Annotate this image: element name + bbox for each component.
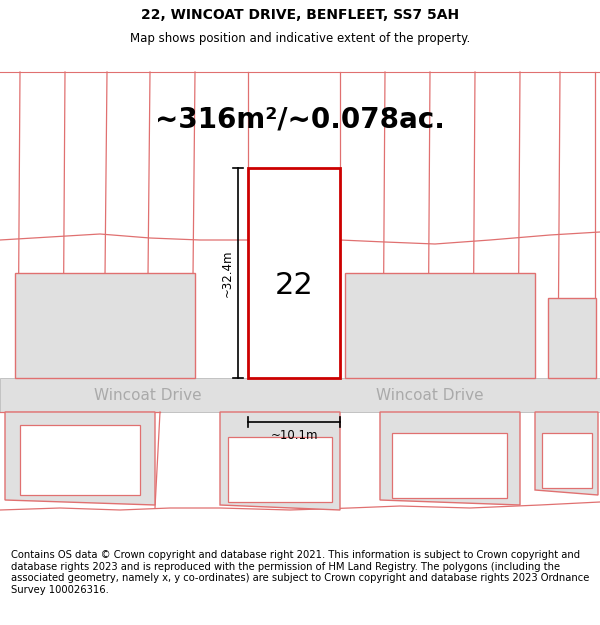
Bar — [548, 298, 596, 378]
Bar — [542, 433, 592, 488]
Polygon shape — [5, 412, 155, 505]
Text: Wincoat Drive: Wincoat Drive — [94, 388, 202, 402]
Text: Wincoat Drive: Wincoat Drive — [376, 388, 484, 402]
Text: Map shows position and indicative extent of the property.: Map shows position and indicative extent… — [130, 32, 470, 45]
Text: ~32.4m: ~32.4m — [221, 249, 234, 297]
Text: 22, WINCOAT DRIVE, BENFLEET, SS7 5AH: 22, WINCOAT DRIVE, BENFLEET, SS7 5AH — [141, 8, 459, 22]
Text: ~316m²/~0.078ac.: ~316m²/~0.078ac. — [155, 106, 445, 134]
Bar — [345, 273, 535, 378]
Text: 22: 22 — [275, 271, 313, 300]
Bar — [0, 378, 600, 412]
Bar — [228, 437, 332, 502]
Text: Contains OS data © Crown copyright and database right 2021. This information is : Contains OS data © Crown copyright and d… — [11, 550, 589, 595]
Bar — [15, 273, 195, 378]
Bar — [392, 433, 507, 498]
Polygon shape — [535, 412, 598, 495]
Bar — [20, 425, 140, 495]
Bar — [248, 168, 340, 378]
Polygon shape — [220, 412, 340, 510]
Polygon shape — [380, 412, 520, 505]
Text: ~10.1m: ~10.1m — [270, 429, 318, 442]
